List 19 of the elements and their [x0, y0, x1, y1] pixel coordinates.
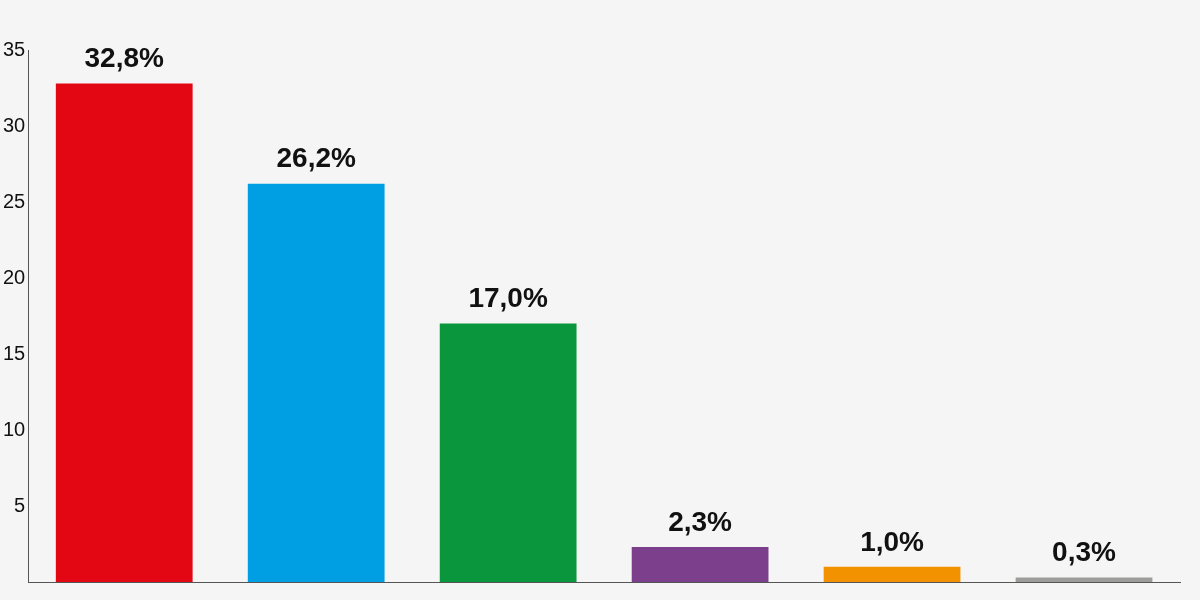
data-label: 17,0% — [468, 282, 548, 314]
bar — [631, 547, 769, 582]
data-label: 1,0% — [860, 525, 925, 557]
bar — [55, 83, 193, 582]
bar — [439, 323, 577, 582]
y-tick-label: 30 — [3, 113, 26, 136]
data-label: 0,3% — [1052, 536, 1117, 568]
y-tick-label: 5 — [14, 493, 26, 516]
bar — [823, 566, 961, 582]
data-label: 2,3% — [668, 505, 733, 537]
y-tick-label: 15 — [3, 341, 26, 364]
y-tick-label: 25 — [3, 189, 26, 212]
y-tick-label: 10 — [3, 417, 26, 440]
data-label: 32,8% — [84, 42, 165, 74]
y-tick-label: 35 — [3, 37, 26, 60]
y-tick-label: 20 — [3, 265, 26, 288]
bar — [247, 183, 385, 582]
data-label: 26,2% — [276, 142, 356, 174]
bar — [1015, 577, 1153, 582]
